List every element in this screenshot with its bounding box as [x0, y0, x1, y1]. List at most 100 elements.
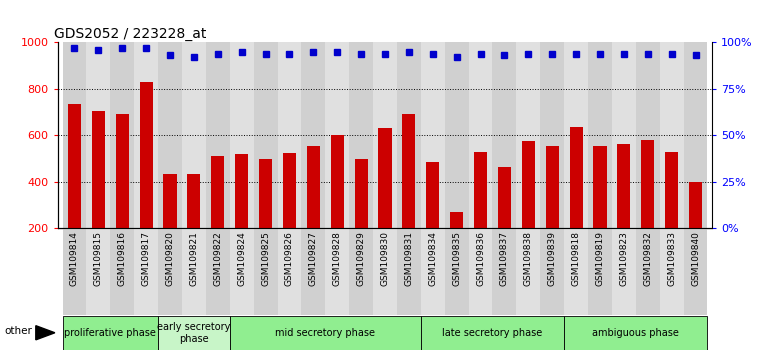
Text: GSM109824: GSM109824: [237, 231, 246, 286]
Bar: [182, 42, 206, 228]
Bar: [211, 156, 224, 275]
Bar: [570, 127, 583, 275]
Bar: [158, 42, 182, 228]
Text: GSM109836: GSM109836: [476, 231, 485, 286]
Bar: [474, 152, 487, 275]
Bar: [493, 228, 517, 315]
Text: late secretory phase: late secretory phase: [443, 328, 543, 338]
Bar: [134, 42, 158, 228]
Bar: [301, 228, 325, 315]
Bar: [378, 129, 392, 275]
Bar: [660, 228, 684, 315]
Bar: [62, 42, 86, 228]
Bar: [349, 228, 373, 315]
Text: GSM109835: GSM109835: [452, 231, 461, 286]
Text: GSM109838: GSM109838: [524, 231, 533, 286]
Bar: [636, 42, 660, 228]
Bar: [235, 154, 248, 275]
Bar: [301, 42, 325, 228]
Text: GSM109828: GSM109828: [333, 231, 342, 286]
Bar: [684, 228, 708, 315]
Bar: [445, 42, 469, 228]
Text: GSM109821: GSM109821: [189, 231, 199, 286]
Bar: [158, 316, 229, 350]
Text: GSM109837: GSM109837: [500, 231, 509, 286]
Bar: [349, 42, 373, 228]
Bar: [134, 228, 158, 315]
Bar: [354, 159, 368, 275]
Bar: [421, 228, 445, 315]
Bar: [636, 228, 660, 315]
Bar: [68, 104, 81, 275]
Bar: [306, 146, 320, 275]
Bar: [206, 42, 229, 228]
Bar: [641, 140, 654, 275]
Bar: [546, 146, 559, 275]
Text: GSM109830: GSM109830: [380, 231, 390, 286]
Text: other: other: [5, 326, 32, 336]
Bar: [110, 228, 134, 315]
Bar: [229, 316, 421, 350]
Bar: [517, 228, 541, 315]
Bar: [684, 42, 708, 228]
Text: GSM109823: GSM109823: [619, 231, 628, 286]
Bar: [253, 228, 277, 315]
Bar: [469, 228, 493, 315]
Bar: [493, 42, 517, 228]
Bar: [62, 228, 86, 315]
Bar: [427, 162, 440, 275]
Bar: [62, 316, 158, 350]
Text: GSM109815: GSM109815: [94, 231, 103, 286]
Text: GSM109814: GSM109814: [70, 231, 79, 286]
Bar: [594, 146, 607, 275]
Bar: [253, 42, 277, 228]
Text: GSM109818: GSM109818: [571, 231, 581, 286]
Text: GSM109826: GSM109826: [285, 231, 294, 286]
Bar: [564, 316, 708, 350]
Bar: [612, 228, 636, 315]
Bar: [86, 228, 110, 315]
Bar: [618, 143, 631, 275]
Bar: [421, 42, 445, 228]
Bar: [325, 42, 349, 228]
Bar: [163, 174, 176, 275]
Bar: [330, 135, 343, 275]
Bar: [229, 228, 253, 315]
Text: GSM109839: GSM109839: [547, 231, 557, 286]
Text: GSM109820: GSM109820: [166, 231, 175, 286]
Bar: [283, 153, 296, 275]
Text: early secretory
phase: early secretory phase: [157, 322, 230, 344]
Text: GSM109833: GSM109833: [667, 231, 676, 286]
Bar: [469, 42, 493, 228]
Text: GSM109834: GSM109834: [428, 231, 437, 286]
Text: GSM109831: GSM109831: [404, 231, 413, 286]
Bar: [373, 228, 397, 315]
Bar: [517, 42, 541, 228]
Bar: [564, 228, 588, 315]
Bar: [277, 42, 301, 228]
Polygon shape: [35, 326, 55, 340]
Bar: [660, 42, 684, 228]
Bar: [139, 82, 152, 275]
Bar: [110, 42, 134, 228]
Bar: [445, 228, 469, 315]
Text: GSM109829: GSM109829: [357, 231, 366, 286]
Bar: [564, 42, 588, 228]
Bar: [92, 111, 105, 275]
Text: proliferative phase: proliferative phase: [65, 328, 156, 338]
Bar: [86, 42, 110, 228]
Bar: [397, 42, 421, 228]
Bar: [689, 182, 702, 275]
Bar: [229, 42, 253, 228]
Bar: [373, 42, 397, 228]
Text: GSM109832: GSM109832: [643, 231, 652, 286]
Text: GSM109825: GSM109825: [261, 231, 270, 286]
Text: GSM109819: GSM109819: [595, 231, 604, 286]
Text: GSM109840: GSM109840: [691, 231, 700, 286]
Bar: [541, 42, 564, 228]
Bar: [522, 141, 535, 275]
Text: GSM109817: GSM109817: [142, 231, 151, 286]
Text: GSM109827: GSM109827: [309, 231, 318, 286]
Text: GSM109816: GSM109816: [118, 231, 127, 286]
Bar: [206, 228, 229, 315]
